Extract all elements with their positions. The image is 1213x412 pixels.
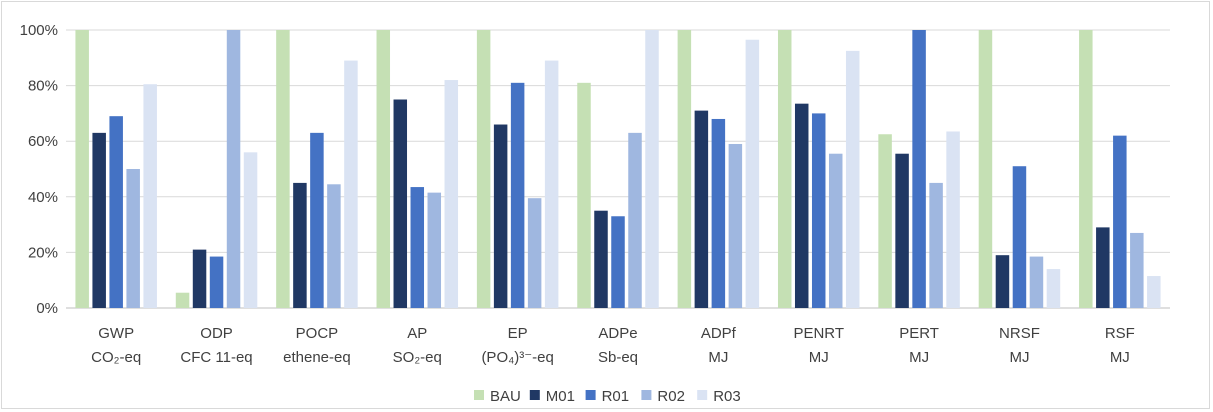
bar-r01-nrsf (1012, 166, 1027, 308)
bar-r01-penrt (811, 113, 826, 309)
bar-bau-rsf (1079, 30, 1093, 308)
bar-m01-ep (493, 124, 508, 309)
bar-r02-pocp (327, 184, 341, 308)
bar-m01-pert (895, 153, 909, 308)
bar-r01-pocp (310, 132, 324, 308)
x-tick-label: AP (407, 325, 427, 342)
bar-r01-ep (510, 82, 525, 308)
x-tick-label: POCP (296, 325, 339, 342)
bar-r02-penrt (828, 153, 843, 308)
bar-r01-adpf (711, 118, 726, 309)
x-tick-label: ODP (200, 325, 233, 342)
legend-label-r03: R03 (713, 388, 741, 405)
legend: BAU M01 R01 R02 R03 (474, 388, 741, 405)
bar-r02-gwp (126, 169, 140, 308)
x-tick-label: RSF (1105, 325, 1135, 342)
x-tick-label: PERT (899, 325, 939, 342)
bar-r02-adpe (628, 132, 642, 308)
legend-swatch-r02 (641, 390, 652, 400)
x-tick-unit-label: ethene-eq (283, 349, 351, 366)
bar-m01-penrt (794, 103, 809, 308)
legend-swatch-m01 (529, 390, 540, 400)
bar-m01-gwp (92, 132, 106, 308)
bar-bau-gwp (75, 30, 89, 308)
bar-bau-adpf (677, 30, 692, 308)
bar-r03-pert (946, 131, 960, 308)
bar-r02-rsf (1130, 232, 1144, 308)
bar-m01-ap (393, 99, 408, 308)
bar-bau-pocp (276, 30, 290, 308)
legend-swatch-bau (474, 390, 484, 400)
bar-r01-ap (410, 187, 425, 308)
legend-label-r02: R02 (657, 388, 685, 405)
bar-m01-rsf (1096, 227, 1110, 308)
y-tick-label: 80% (28, 78, 58, 95)
bar-r02-ap (427, 192, 442, 308)
bar-r03-adpe (645, 30, 659, 308)
bar-r03-pocp (344, 60, 358, 308)
bar-r03-adpf (745, 39, 760, 308)
bar-r01-adpe (611, 216, 625, 308)
bar-r03-odp (243, 152, 258, 308)
x-tick-unit-label: MJ (909, 349, 929, 366)
x-tick-unit-label: CFC 11-eq (180, 349, 252, 366)
x-tick-unit-label: MJ (809, 349, 829, 366)
legend-swatch-r01 (585, 390, 596, 400)
x-axis: GWP CO₂-eq ODP CFC 11-eq POCP ethene-eq AP SO₂-… (91, 325, 1135, 366)
x-tick-label: ADPe (598, 325, 637, 342)
legend-label-r01: R01 (602, 388, 630, 405)
bar-r03-penrt (845, 50, 860, 308)
y-tick-label: 60% (28, 133, 58, 150)
y-tick-label: 100% (20, 22, 58, 39)
x-tick-label: PENRT (793, 325, 844, 342)
bar-r02-ep (527, 198, 542, 308)
bar-r03-gwp (143, 84, 157, 309)
bar-bau-ap (376, 30, 391, 308)
bar-r03-nrsf (1046, 269, 1061, 308)
bar-r01-pert (912, 30, 926, 308)
x-tick-unit-label: MJ (1009, 349, 1029, 366)
x-tick-label: EP (508, 325, 528, 342)
bar-bau-pert (878, 134, 892, 308)
y-tick-label: 0% (36, 300, 58, 317)
x-tick-unit-label: CO₂-eq (91, 349, 141, 366)
bar-m01-adpf (694, 110, 709, 309)
bar-bau-adpe (577, 82, 591, 308)
bar-r01-odp (209, 256, 224, 308)
bar-m01-pocp (293, 182, 307, 308)
bar-m01-nrsf (995, 255, 1010, 308)
x-tick-unit-label: Sb-eq (598, 349, 638, 366)
bar-r03-ap (444, 80, 459, 308)
bar-r01-rsf (1113, 135, 1127, 308)
bar-r02-nrsf (1029, 256, 1044, 308)
bar-bau-penrt (777, 30, 792, 308)
bar-m01-adpe (594, 210, 608, 308)
bar-r02-adpf (728, 143, 743, 308)
x-tick-unit-label: MJ (708, 349, 728, 366)
y-axis: 0% 20% 40% 60% 80% 100% (20, 22, 58, 317)
bar-bau-ep (476, 30, 491, 308)
legend-label-bau: BAU (490, 388, 521, 405)
x-tick-label: NRSF (999, 325, 1040, 342)
bar-m01-odp (192, 249, 207, 308)
x-tick-unit-label: SO₂-eq (393, 349, 442, 366)
y-tick-label: 40% (28, 189, 58, 206)
x-tick-unit-label: MJ (1110, 349, 1130, 366)
x-tick-label: GWP (98, 325, 134, 342)
bar-bau-odp (175, 292, 190, 308)
bar-r02-pert (929, 182, 943, 308)
x-tick-unit-label: (PO₄)³⁻-eq (481, 349, 553, 366)
bar-r01-gwp (109, 116, 123, 309)
bar-bau-nrsf (978, 30, 993, 308)
legend-label-m01: M01 (546, 388, 575, 405)
x-tick-label: ADPf (701, 325, 737, 342)
bar-r03-rsf (1147, 276, 1161, 308)
y-tick-label: 20% (28, 244, 58, 261)
bars (75, 30, 1161, 309)
bar-r03-ep (544, 60, 559, 308)
legend-swatch-r03 (697, 390, 708, 400)
bar-r02-odp (226, 30, 241, 308)
